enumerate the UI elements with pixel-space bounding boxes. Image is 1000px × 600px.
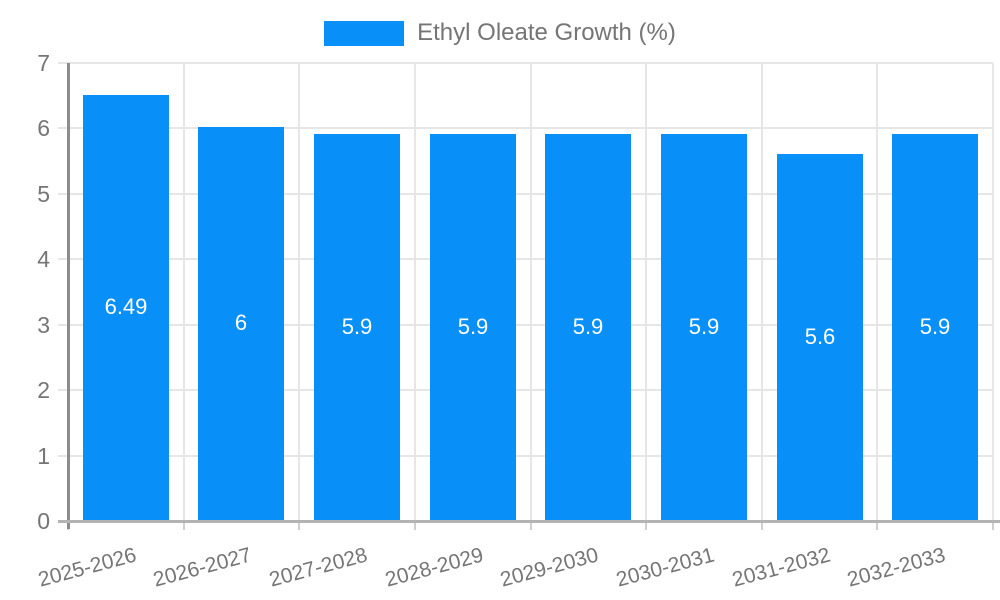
x-axis-tick [645,521,647,530]
plot-area: 0 1 2 3 4 5 6 7 6.49 6 5.9 5.9 5.9 5.9 5.6 5.9 2025-2026… [36,50,1000,592]
x-axis-tick [183,521,185,530]
bar-value-label: 5.9 [688,314,720,339]
h-gridline [58,258,993,261]
y-axis-tick-label: 4 [37,246,50,273]
x-axis-tick [761,521,763,530]
y-axis-tick-label: 2 [37,377,50,404]
bar: 5.9 [430,134,516,520]
x-axis-tick [992,521,994,530]
v-gridline [992,63,994,521]
h-gridline [58,323,993,326]
h-gridline [58,127,993,130]
bar-value-label: 5.9 [341,314,373,339]
bar: 5.9 [661,134,747,520]
legend-label: Ethyl Oleate Growth (%) [417,19,676,46]
h-gridline [58,389,993,392]
x-axis-tick [414,521,416,530]
y-axis-tick-label: 0 [37,508,50,534]
legend-swatch [324,20,405,46]
y-axis-tick-label: 5 [37,180,50,207]
bar-value-label: 5.9 [919,314,951,339]
x-axis-tick [876,521,878,530]
v-gridline [761,63,763,521]
chart-legend: Ethyl Oleate Growth (%) [0,15,1000,51]
v-gridline [298,63,300,521]
bar-value-label: 6.49 [104,294,148,319]
x-axis-tick [298,521,300,530]
v-gridline [183,63,185,521]
bar: 5.9 [314,134,400,520]
bar-value-label: 5.6 [804,324,836,349]
x-axis-tick [530,521,532,530]
y-axis-line [67,63,70,529]
y-axis-tick-label: 6 [37,115,50,142]
bar-value-label: 5.9 [572,314,604,339]
v-gridline [414,63,416,521]
h-gridline [58,62,993,64]
bar: 5.9 [545,134,631,520]
y-axis-tick-label: 3 [37,311,50,338]
bar-value-label: 5.9 [457,314,489,339]
x-axis-line [58,520,1000,523]
h-gridline [58,454,993,457]
v-gridline [876,63,878,521]
v-gridline [530,63,532,521]
y-axis-tick-label: 1 [37,442,50,469]
v-gridline [645,63,647,521]
bar-value-label: 6 [234,310,248,335]
bar: 6.49 [83,95,169,520]
bar: 6 [198,127,284,520]
bar: 5.9 [892,134,978,520]
y-axis-tick-label: 7 [37,50,50,76]
bar: 5.6 [777,154,863,520]
h-gridline [58,192,993,195]
